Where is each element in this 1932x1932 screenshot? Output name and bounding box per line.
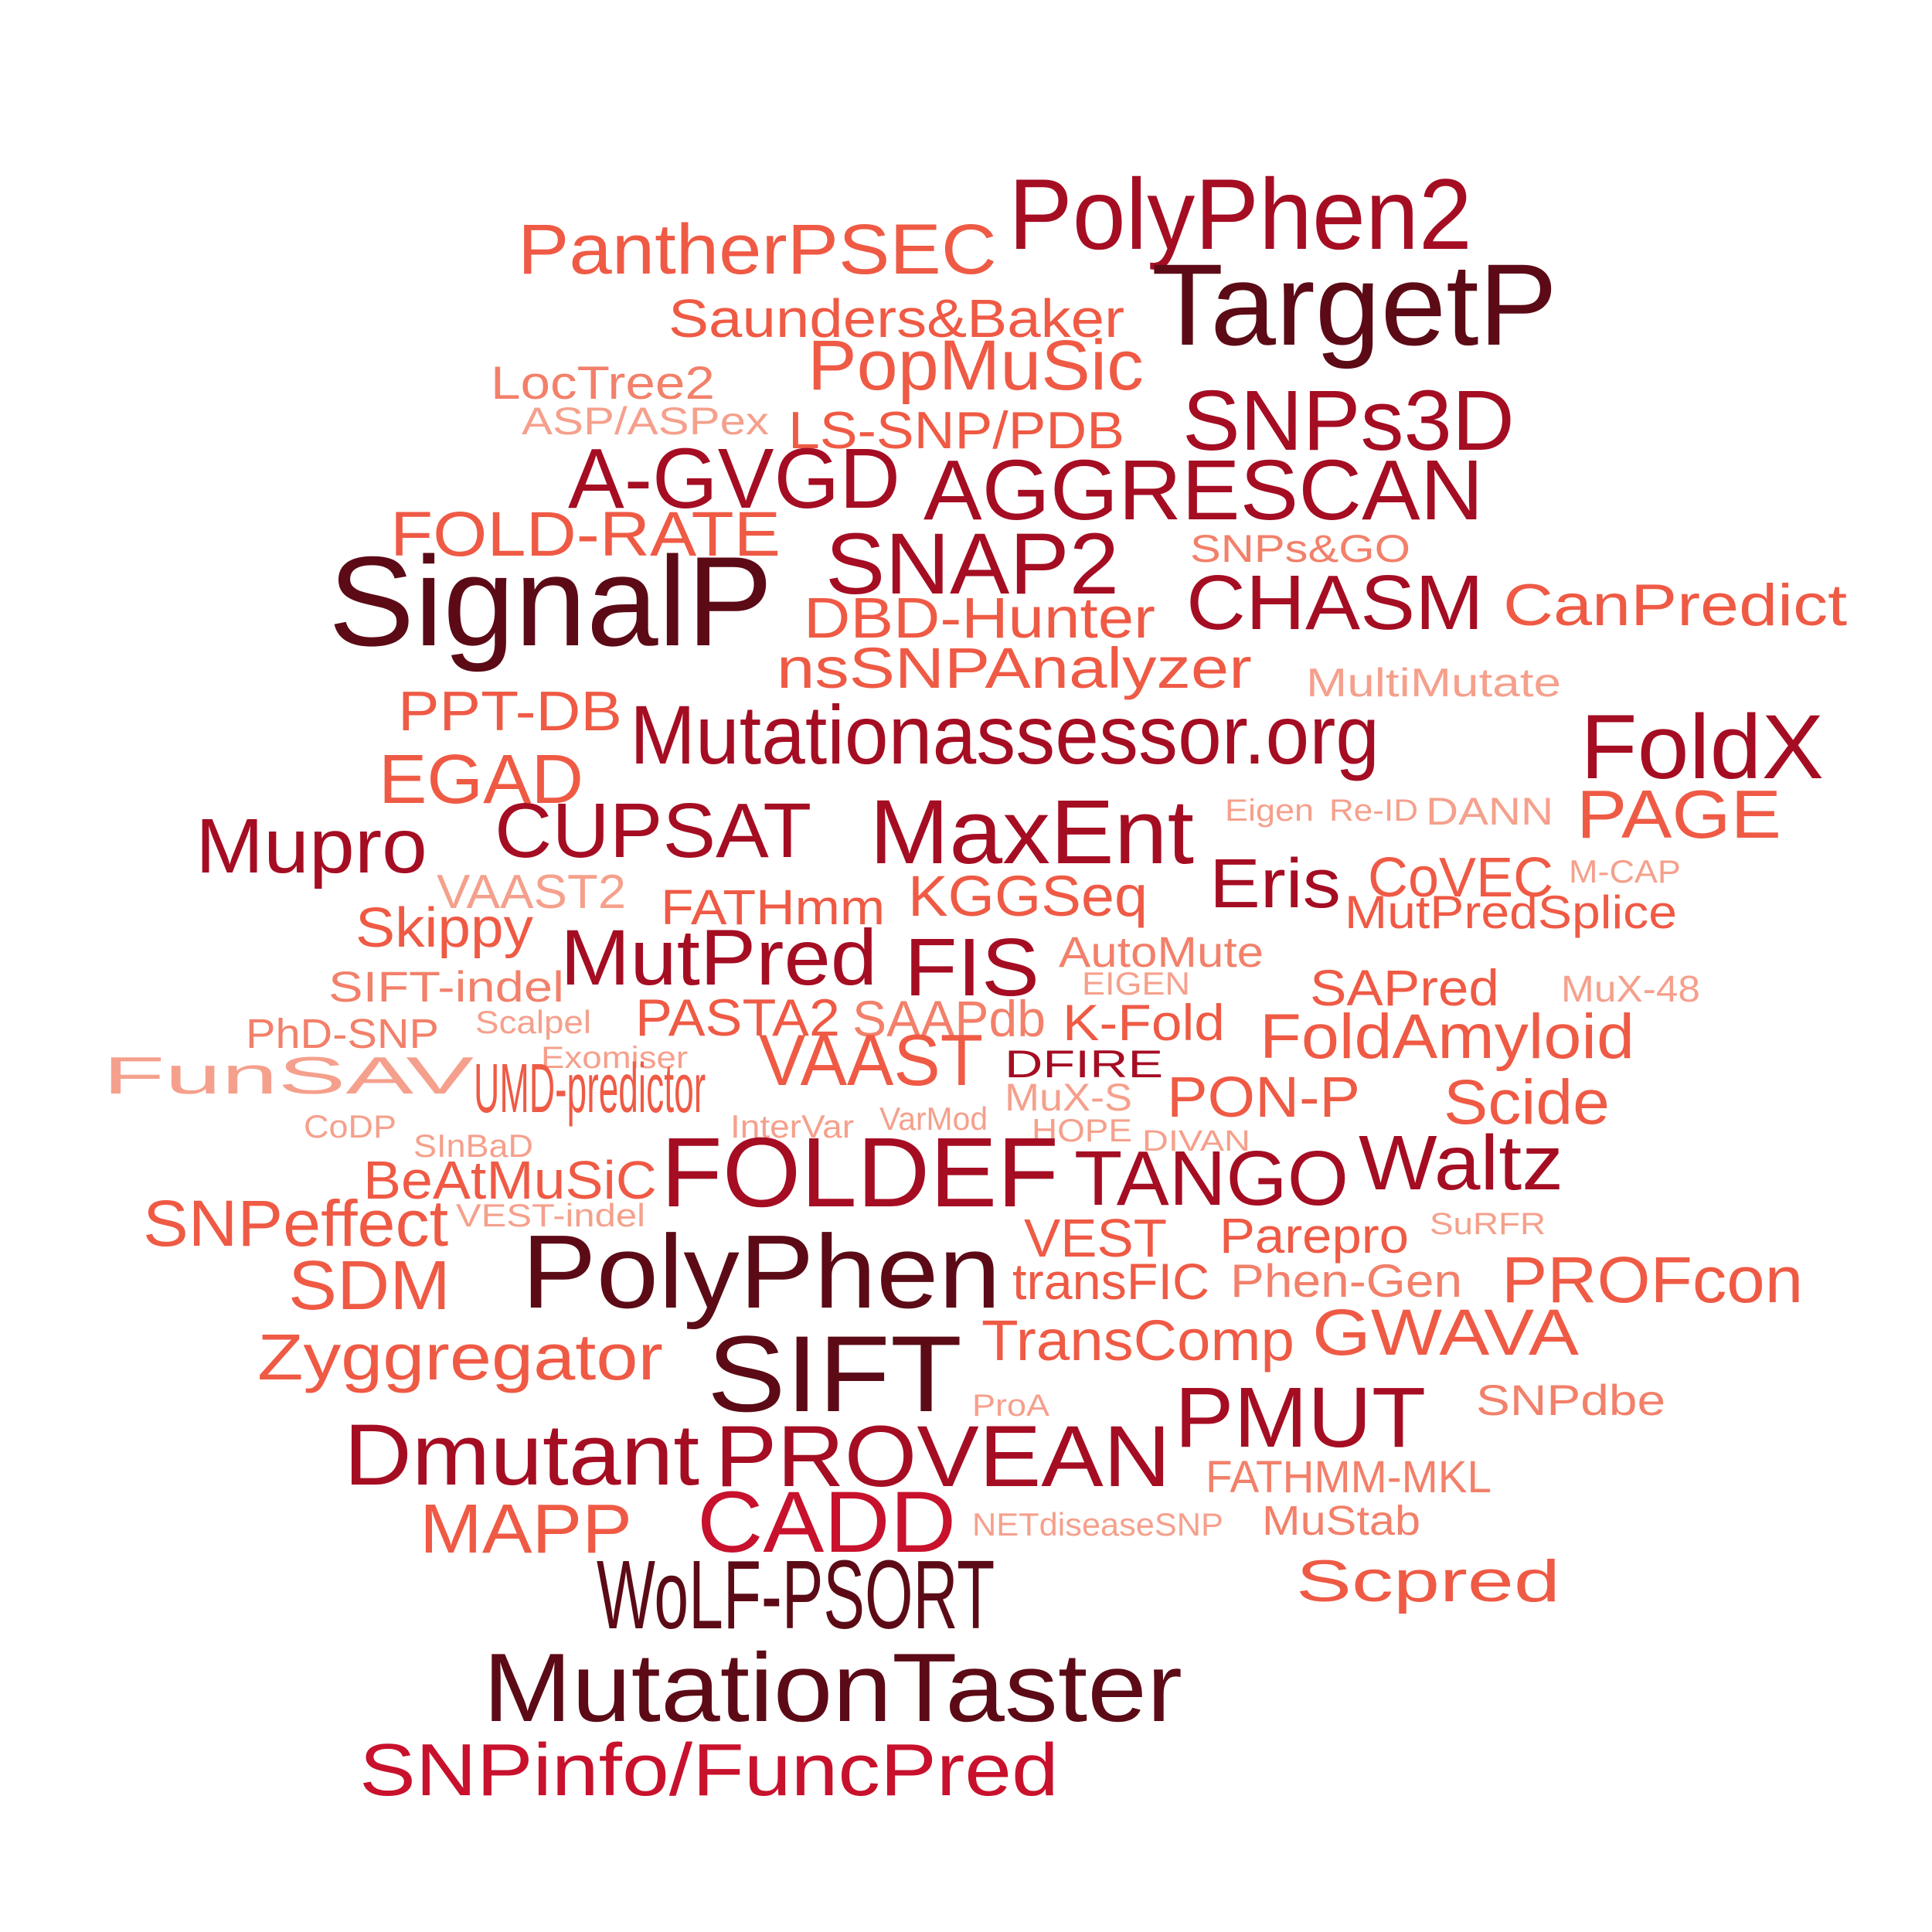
word-foldamyloid: FoldAmyloid (1260, 1002, 1635, 1072)
word-ppt-db: PPT-DB (398, 681, 622, 743)
word-chasm: CHASM (1186, 560, 1484, 646)
word-mutpredsplice: MutPredSplice (1345, 886, 1677, 938)
word-transcomp: TransComp (981, 1308, 1294, 1372)
word-sapred: SAPred (1310, 959, 1499, 1016)
word-foldef: FOLDEF (661, 1117, 1060, 1228)
word-mutationtaster: MutationTaster (483, 1633, 1182, 1742)
word-phd-snp: PhD-SNP (246, 1011, 439, 1057)
word-snpdbe: SNPdbe (1476, 1376, 1666, 1424)
word-tango: TANGO (1074, 1135, 1349, 1222)
word-sdm: SDM (288, 1247, 451, 1325)
word-profcon: PROFcon (1502, 1243, 1804, 1316)
word-netdiseasesnp: NETdiseaseSNP (972, 1506, 1223, 1543)
word-nssnpanalyzer: nsSNPAnalyzer (777, 636, 1252, 700)
word-canpredict: CanPredict (1503, 573, 1848, 638)
word-m-cap: M-CAP (1569, 853, 1681, 889)
word-dfire: DFIRE (1005, 1043, 1164, 1086)
word-signalp: SignalP (328, 530, 773, 672)
word-popmusic: PopMuSic (808, 326, 1144, 405)
word-saunders-baker: Saunders&Baker (668, 288, 1125, 349)
word-fis: FIS (904, 922, 1039, 1013)
word-vaast2: VAAST2 (437, 866, 627, 919)
word-kggseq: KGGSeq (908, 864, 1148, 928)
word-dann: DANN (1426, 790, 1554, 833)
word-saapdb: SAAPdb (852, 990, 1046, 1047)
word-eigen: Eigen (1225, 794, 1314, 828)
word-dbd-hunter: DBD-Hunter (804, 586, 1155, 650)
word-scalpel: Scalpel (475, 1004, 592, 1040)
word-codp: CoDP (304, 1108, 397, 1145)
word-fold-rate: FOLD-RATE (390, 499, 781, 570)
word-waltz: Waltz (1359, 1120, 1564, 1206)
word-provean: PROVEAN (715, 1408, 1171, 1505)
word-transfic: transFIC (1012, 1253, 1210, 1310)
word-exomiser: Exomiser (541, 1041, 689, 1075)
word-parepro: Parepro (1219, 1208, 1409, 1264)
word-umd-predictor: UMD-predictor (474, 1050, 706, 1128)
word-intervar: InterVar (730, 1108, 855, 1145)
word-cupsat: CUPSAT (495, 787, 812, 874)
word-fathmm-mkl: FATHMM-MKL (1206, 1452, 1492, 1502)
word-ls-snp-pdb: LS-SNP/PDB (788, 401, 1125, 460)
word-mapp: MAPP (420, 1491, 632, 1568)
word-mux-48: MuX-48 (1561, 969, 1701, 1010)
word-snap2: SNAP2 (825, 515, 1120, 612)
word-snpinfo-funcpred: SNPinfo/FuncPred (359, 1729, 1059, 1811)
word-proa: ProA (972, 1389, 1049, 1423)
word-mupro: Mupro (196, 803, 427, 889)
word-covec: CoVEC (1368, 847, 1554, 909)
word-scpred: Scpred (1296, 1549, 1560, 1614)
word-vest-indel: VEST-indel (456, 1197, 645, 1233)
word-vest: VEST (1024, 1208, 1168, 1268)
word-snps-go: SNPs&GO (1190, 527, 1411, 570)
word-gwava: GWAVA (1312, 1296, 1579, 1369)
word-cadd: CADD (697, 1474, 957, 1570)
word-wolf-psort: WoLF-PSORT (597, 1540, 995, 1649)
word-eigen: EIGEN (1082, 965, 1190, 1002)
word-scide: Scide (1444, 1067, 1610, 1138)
word-sift-indel: SIFT-indel (328, 962, 564, 1011)
word-re-id: Re-ID (1329, 794, 1419, 828)
word-a-gvgd: A-GVGD (568, 431, 901, 526)
word-skippy: Skippy (355, 897, 533, 959)
word-mutationassessor-org: Mutationassessor.org (630, 688, 1380, 781)
word-targetp: TargetP (1151, 240, 1558, 369)
word-page: PAGE (1577, 776, 1781, 852)
word-hope: HOPE (1032, 1112, 1132, 1148)
word-divan: DIVAN (1142, 1125, 1250, 1158)
word-eris: Eris (1209, 845, 1342, 923)
word-polyphen2: PolyPhen2 (1009, 158, 1472, 270)
word-polyphen: PolyPhen (522, 1213, 1002, 1330)
word-asp-aspex: ASP/ASPex (522, 400, 769, 443)
word-mustab: MuStab (1262, 1498, 1421, 1544)
word-pantherpsec: PantherPSEC (518, 210, 997, 289)
word-sift: SIFT (707, 1313, 963, 1434)
word-loctree2: LocTree2 (491, 357, 715, 409)
word-funsav: FunSAV (103, 1046, 474, 1105)
word-multimutate: MultiMutate (1306, 661, 1562, 706)
word-fathmm: FATHmm (661, 879, 886, 935)
word-automute: AutoMute (1059, 927, 1264, 976)
word-snps3d: SNPs3D (1182, 373, 1515, 468)
word-foldx: FoldX (1580, 696, 1825, 798)
word-zyggregator: Zyggregator (257, 1321, 663, 1393)
word-k-fold: K-Fold (1063, 994, 1225, 1051)
word-maxent: MaxEnt (869, 781, 1195, 883)
word-surfr: SuRFR (1430, 1207, 1546, 1241)
word-sinbad: SInBaD (413, 1128, 534, 1164)
word-pmut: PMUT (1175, 1370, 1427, 1465)
word-aggrescan: AGGRESCAN (923, 443, 1484, 538)
word-egad: EGAD (379, 741, 584, 818)
word-mux-s: MuX-S (1005, 1076, 1133, 1119)
word-varmod: VarMod (879, 1100, 988, 1137)
word-pon-p: PON-P (1167, 1065, 1361, 1129)
word-snpeffect: SNPeffect (143, 1187, 449, 1260)
word-mutpred: MutPred (560, 913, 878, 1002)
word-pasta2: PASTA2 (635, 988, 840, 1047)
word-dmutant: Dmutant (344, 1406, 700, 1503)
word-vaast: VAAST (759, 1019, 984, 1100)
word-beatmusic: BeAtMuSiC (363, 1150, 657, 1210)
word-phen-gen: Phen-Gen (1230, 1255, 1463, 1307)
